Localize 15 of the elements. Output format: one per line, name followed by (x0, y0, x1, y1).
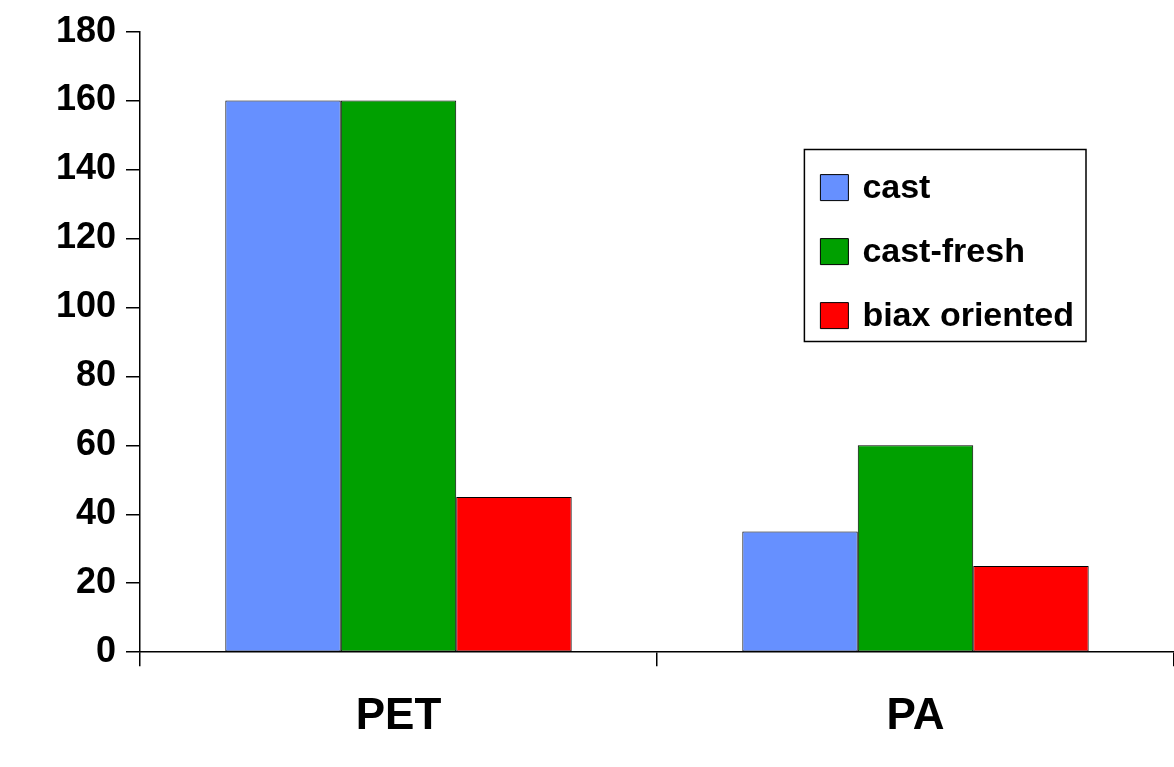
y-tick-label: 180 (55, 8, 116, 50)
x-tick-label: PA (886, 688, 945, 738)
y-tick-label: 100 (55, 284, 116, 326)
legend-label: cast (862, 166, 931, 205)
y-tick-label: 0 (95, 629, 116, 671)
legend-label: biax oriented (862, 294, 1075, 333)
y-tick-label: 60 (75, 422, 116, 464)
y-tick-label: 160 (55, 77, 116, 119)
y-tick-label: 120 (55, 215, 116, 257)
y-tick-label: 20 (75, 560, 116, 602)
y-tick-label: 80 (75, 353, 116, 395)
y-tick-label: 40 (75, 491, 116, 533)
x-tick-label: PET (355, 688, 442, 738)
legend-label: cast-fresh (862, 230, 1025, 269)
y-tick-label: 140 (55, 146, 116, 188)
